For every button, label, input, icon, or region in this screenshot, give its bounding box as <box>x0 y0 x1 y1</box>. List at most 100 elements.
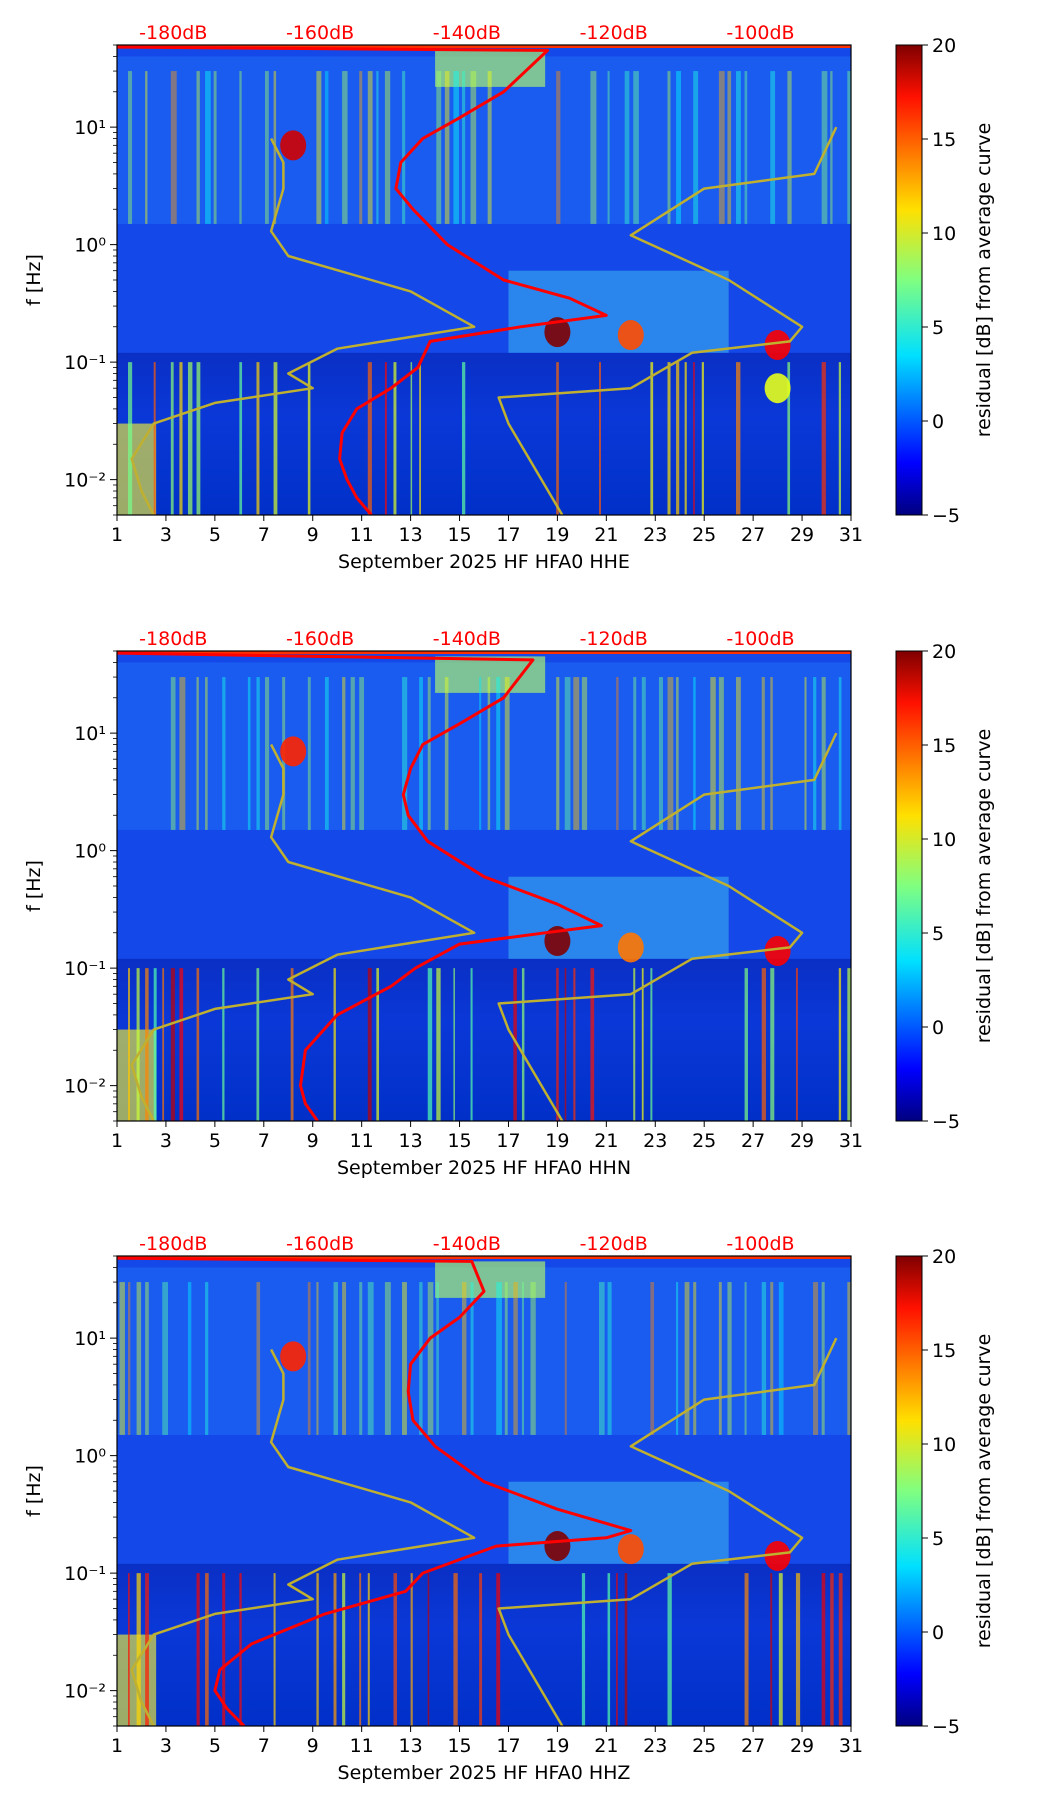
streak-lf <box>736 362 741 515</box>
streak-lf <box>701 362 704 515</box>
hotspot <box>617 932 644 963</box>
colorbar-tick-label: 10 <box>932 829 956 851</box>
streak-hf <box>205 1282 209 1435</box>
y-tick-label: 10⁰ <box>74 1446 106 1468</box>
streak-lf <box>333 968 336 1121</box>
top-db-tick-label: -160dB <box>286 1233 354 1255</box>
streak-hf <box>513 1282 518 1435</box>
low-noise-model-curve <box>130 743 476 1121</box>
colorbar <box>895 44 923 516</box>
y-axis-label: f [Hz] <box>23 254 45 306</box>
streak-lf <box>830 1573 834 1726</box>
streak-hf <box>384 1282 391 1435</box>
streak-lf <box>838 1573 843 1726</box>
streak-lf <box>290 968 294 1121</box>
streak-lf <box>556 968 559 1121</box>
streak-lf <box>333 1573 337 1726</box>
x-tick-label: 1 <box>111 1130 123 1152</box>
streak-hf <box>470 1282 474 1435</box>
streak-lf <box>367 968 372 1121</box>
x-tick-label: 31 <box>839 524 863 546</box>
streak-hf <box>761 1282 767 1435</box>
streak-hf <box>222 677 226 830</box>
x-tick-label: 23 <box>643 1130 667 1152</box>
streak-hf <box>633 71 639 224</box>
top-db-tick-label: -160dB <box>286 628 354 650</box>
streak-hf <box>598 1282 605 1435</box>
streak-hf <box>736 677 741 830</box>
hotspot <box>764 935 791 966</box>
streak-lf <box>384 362 387 515</box>
streak-lf <box>590 968 595 1121</box>
top-db-tick-label: -100dB <box>726 22 794 44</box>
streak-lf <box>427 1573 430 1726</box>
streak-hf <box>333 1282 339 1435</box>
streak-hf <box>607 1282 612 1435</box>
streak-lf <box>650 968 653 1121</box>
top-db-tick-label: -140dB <box>433 22 501 44</box>
streak-lf <box>496 1573 501 1726</box>
streak-hf <box>479 677 482 830</box>
x-axis-label: September 2025 HF HFA0 HHN <box>337 1157 631 1179</box>
top-db-tick-label: -160dB <box>286 22 354 44</box>
streak-lf <box>316 1573 319 1726</box>
mean-psd-curve <box>117 1256 633 1726</box>
streak-lf <box>676 362 680 515</box>
top-db-tick-label: -180dB <box>139 22 207 44</box>
streak-hf <box>307 677 311 830</box>
low-frequency-band <box>117 958 851 1121</box>
streak-hf <box>684 1282 690 1435</box>
streak-lf <box>787 362 791 515</box>
streak-lf <box>367 362 372 515</box>
streak-hf <box>676 677 679 830</box>
hotspot <box>617 320 644 351</box>
x-tick-label: 27 <box>741 524 765 546</box>
streak-hf <box>496 1282 502 1435</box>
y-tick-label: 10⁰ <box>74 841 106 863</box>
x-tick-label: 21 <box>594 524 618 546</box>
streak-lf <box>838 362 841 515</box>
streak-lf <box>145 968 149 1121</box>
streak-lf <box>419 362 421 515</box>
x-tick-label: 3 <box>160 1735 172 1757</box>
colorbar-label: residual [dB] from average curve <box>973 729 995 1044</box>
streak-hf <box>359 71 363 224</box>
streak-lf <box>196 1573 200 1726</box>
streak-lf <box>453 968 455 1121</box>
x-tick-label: 27 <box>741 1735 765 1757</box>
streak-hf <box>847 1282 851 1435</box>
x-tick-label: 13 <box>399 1130 423 1152</box>
streak-lf <box>770 968 775 1121</box>
colorbar-tick-label: 0 <box>932 1622 944 1644</box>
streak-hf <box>136 1282 142 1435</box>
streak-hf <box>778 1282 784 1435</box>
streak-lf <box>367 1573 370 1726</box>
streak-hf <box>718 1282 722 1435</box>
streak-hf <box>633 677 637 830</box>
streak-hf <box>607 71 610 224</box>
y-tick-label: 10⁻¹ <box>64 1563 106 1585</box>
streak-lf <box>136 968 140 1121</box>
streak-lf <box>179 968 184 1121</box>
streak-hf <box>667 677 674 830</box>
streak-lf <box>573 968 576 1121</box>
streak-lf <box>770 1573 773 1726</box>
y-tick-label: 10⁻² <box>64 1681 106 1703</box>
streak-hf <box>693 71 699 224</box>
colorbar-tick-label: −5 <box>932 1111 960 1133</box>
streak-lf <box>684 362 687 515</box>
streak-hf <box>196 71 200 224</box>
streak-hf <box>316 1282 319 1435</box>
streak-hf <box>744 1282 747 1435</box>
streak-lf <box>607 1573 611 1726</box>
colorbar-tick-label: −5 <box>932 1716 960 1738</box>
y-tick-label: 10⁻² <box>64 470 106 492</box>
streak-lf <box>667 362 671 515</box>
streak-hf <box>813 677 817 830</box>
streak-hf <box>821 1282 825 1435</box>
streak-hf <box>367 71 373 224</box>
top-db-tick-label: -140dB <box>433 628 501 650</box>
spectrogram-plot-area <box>117 651 851 1121</box>
streak-lf <box>581 1573 586 1726</box>
streak-hf <box>247 677 251 830</box>
